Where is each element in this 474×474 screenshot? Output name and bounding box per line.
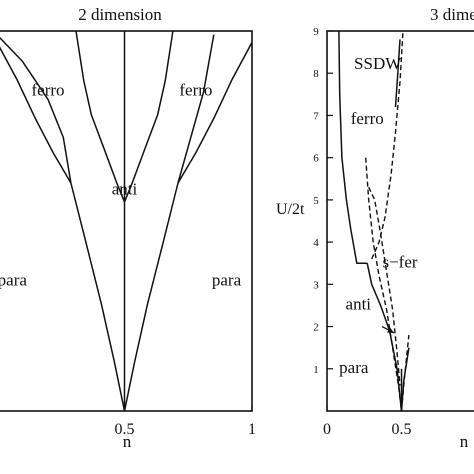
region-label: ferro (351, 109, 384, 128)
x-axis-label: n (460, 432, 469, 451)
y-tick-label: 3 (313, 279, 319, 291)
dashed-boundary-line (371, 31, 404, 260)
chart-title: 2 dimension (78, 5, 162, 24)
region-label: anti (112, 179, 138, 198)
region-label: SSDW (354, 54, 402, 73)
dashed-boundary-line (400, 334, 410, 411)
y-tick-label: 8 (313, 68, 319, 80)
region-label: s−fer (382, 252, 417, 271)
panel-3d: 3 dimer 0 0.5 n 1 2 3 4 5 6 7 8 9 U/2t SSDW ferro s−fer a… (276, 5, 474, 451)
region-label: para (0, 271, 27, 290)
y-tick-label: 9 (313, 26, 319, 38)
x-tick-label: 1 (248, 421, 256, 438)
solid-boundary-line (123, 31, 174, 203)
annotation-arrowhead (387, 327, 395, 333)
region-label: ferro (31, 81, 64, 100)
region-label: para (212, 271, 242, 290)
panel-2d: 2 dimension 0.5 1 n ferro ferro anti para para (0, 5, 256, 451)
solid-boundary-line (366, 263, 403, 411)
solid-boundary-line (0, 36, 126, 411)
y-tick-label: 1 (313, 364, 319, 376)
dashed-boundary-line (365, 157, 403, 411)
solid-boundary-line (0, 46, 72, 184)
y-axis-label: U/2t (276, 201, 305, 218)
x-tick-label: 0.5 (392, 421, 412, 438)
y-tick-label: 7 (313, 110, 319, 122)
chart-title: 3 dimer (430, 5, 474, 24)
x-axis-label: n (123, 432, 132, 451)
region-label: ferro (179, 81, 212, 100)
y-tick-label: 6 (313, 153, 319, 165)
region-label: anti (346, 295, 372, 314)
y-tick-label: 4 (313, 237, 319, 249)
solid-boundary-line (338, 31, 368, 264)
y-tick-label: 2 (313, 322, 319, 334)
solid-boundary-line (177, 42, 252, 184)
y-tick-label: 5 (313, 195, 319, 207)
solid-boundary-line (394, 39, 401, 108)
x-tick-label: 0.5 (115, 421, 135, 438)
x-tick-label: 0 (323, 421, 331, 438)
solid-boundary-line (75, 31, 126, 203)
region-label: para (339, 358, 369, 377)
solid-boundary-line (123, 34, 215, 411)
